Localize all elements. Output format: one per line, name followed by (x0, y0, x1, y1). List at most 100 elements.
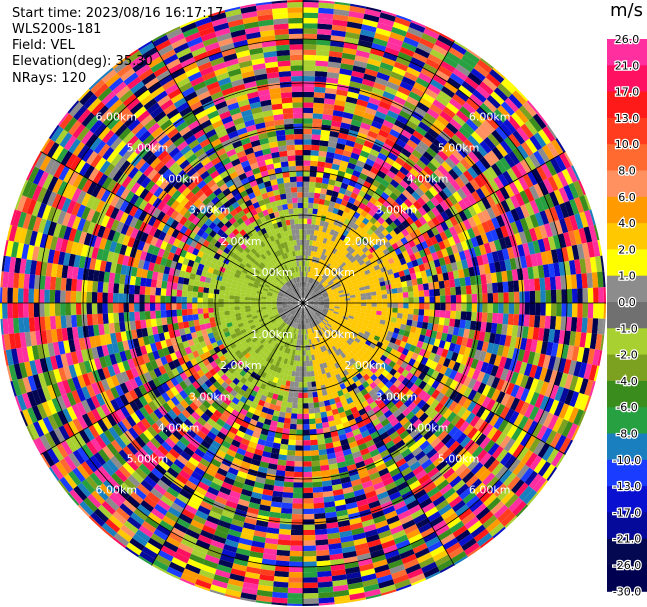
range-gate (354, 218, 362, 227)
range-gate (370, 287, 376, 293)
range-gate (555, 276, 562, 290)
range-gate (306, 295, 312, 300)
range-gate (312, 107, 324, 114)
range-gate (309, 266, 313, 273)
range-gate (544, 368, 553, 383)
range-gate (462, 122, 475, 135)
range-gate (376, 239, 385, 248)
range-gate (318, 296, 324, 299)
range-gate (361, 167, 371, 176)
range-gate (375, 268, 382, 275)
range-gate (503, 303, 509, 314)
range-gate (578, 227, 588, 244)
range-gate (365, 6, 382, 13)
range-gate (370, 232, 378, 240)
range-gate (518, 279, 525, 292)
range-gate (310, 439, 318, 446)
range-gate (150, 318, 157, 327)
range-gate (357, 268, 365, 275)
range-gate (515, 386, 525, 400)
range-gate (384, 208, 393, 218)
range-gate (513, 280, 520, 292)
range-gate (309, 423, 317, 430)
range-gate (347, 16, 364, 25)
range-gate (527, 420, 539, 435)
range-gate (424, 303, 430, 310)
range-gate (432, 138, 445, 150)
range-gate (566, 303, 573, 318)
range-gate (442, 357, 451, 368)
range-gate (314, 288, 320, 293)
range-gate (499, 122, 513, 137)
range-gate (481, 373, 491, 385)
range-gate (480, 274, 487, 285)
range-gate (363, 319, 370, 325)
range-gate (339, 204, 346, 212)
range-gate (182, 315, 189, 322)
range-gate (449, 118, 462, 131)
range-gate (290, 529, 303, 536)
range-gate (490, 322, 498, 334)
range-gate (563, 439, 573, 455)
range-gate (435, 134, 448, 146)
range-gate (284, 412, 292, 419)
range-gate (303, 366, 307, 372)
range-gate (340, 63, 354, 71)
range-gate (352, 319, 359, 324)
range-gate (426, 367, 435, 377)
range-gate (388, 237, 396, 246)
range-gate (326, 263, 331, 269)
range-gate (404, 342, 412, 351)
range-gate (512, 90, 527, 106)
range-gate (339, 303, 346, 306)
range-gate (314, 288, 319, 293)
range-gate (396, 265, 404, 272)
range-gate (331, 24, 347, 32)
range-gate (303, 186, 310, 193)
range-gate (284, 417, 291, 424)
range-gate (511, 325, 519, 337)
range-gate (396, 14, 412, 22)
range-gate (395, 138, 407, 148)
range-gate (563, 151, 573, 167)
range-gate (464, 276, 471, 286)
range-gate (365, 107, 377, 116)
range-gate (556, 289, 562, 303)
range-gate (423, 289, 430, 297)
range-gate (303, 70, 316, 77)
range-gate (392, 343, 400, 351)
range-gate (463, 267, 470, 278)
range-gate (544, 382, 555, 398)
range-gate (296, 413, 303, 420)
range-gate (393, 218, 402, 227)
range-gate (341, 52, 356, 61)
range-gate (306, 366, 311, 372)
range-gate (401, 250, 410, 258)
range-gate (463, 170, 474, 182)
range-gate (350, 119, 362, 128)
range-gate (353, 329, 360, 335)
range-gate (317, 28, 332, 36)
range-gate (307, 304, 313, 307)
range-gate (396, 184, 406, 194)
range-gate (409, 253, 417, 262)
range-gate (344, 258, 351, 265)
range-gate (389, 321, 396, 328)
range-gate (399, 166, 410, 176)
range-gate (584, 194, 592, 210)
range-gate (399, 323, 407, 331)
range-gate (332, 269, 339, 275)
range-gate (469, 178, 481, 191)
range-gate (455, 353, 464, 364)
range-gate (315, 252, 320, 258)
range-gate (545, 341, 554, 356)
range-gate (396, 282, 403, 289)
range-gate (379, 204, 388, 213)
range-gate (483, 263, 491, 275)
range-gate (343, 243, 350, 250)
range-gate (303, 181, 310, 187)
range-gate (549, 276, 557, 290)
range-gate (549, 370, 558, 385)
range-gate (307, 298, 313, 302)
range-gate (310, 250, 314, 257)
